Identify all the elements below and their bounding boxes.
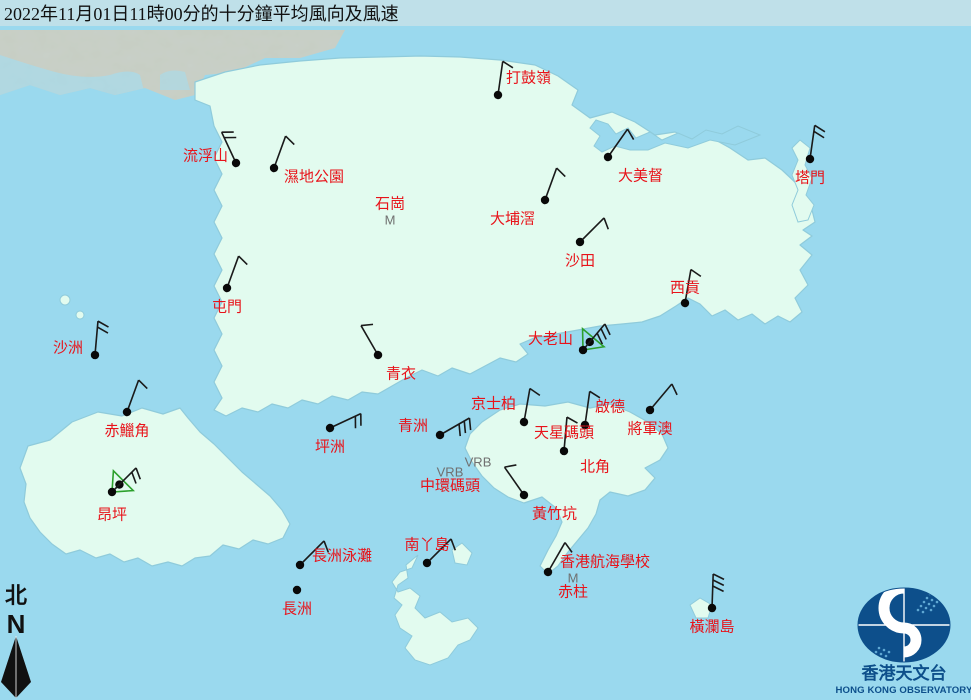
svg-text:香港天文台: 香港天文台 [862,663,947,683]
svg-text:N: N [7,609,26,639]
svg-text:北: 北 [5,583,27,608]
svg-text:HONG KONG OBSERVATORY: HONG KONG OBSERVATORY [836,685,971,696]
